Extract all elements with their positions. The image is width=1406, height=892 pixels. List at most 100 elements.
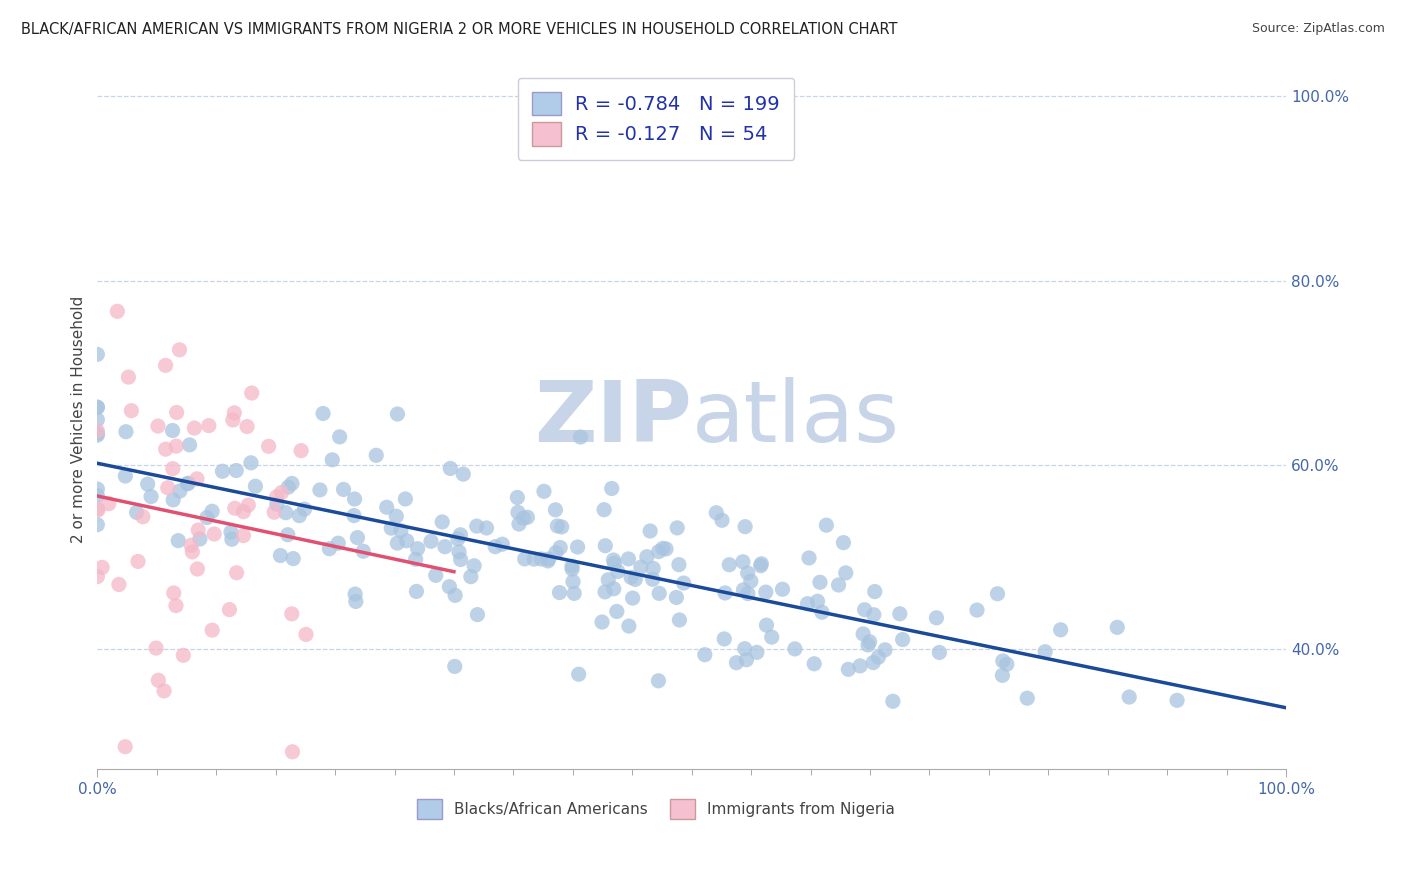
Point [86, 482, 108, 496]
Point [201, 504, 224, 518]
Point [97, 497, 120, 511]
Point [181, 545, 204, 559]
Point [165, 439, 187, 453]
Point [344, 594, 367, 608]
Point [202, 527, 225, 541]
Point [87, 503, 110, 517]
Point [530, 552, 553, 566]
Point [277, 527, 299, 541]
Point [815, 518, 838, 533]
Point [561, 562, 583, 576]
Point [630, 560, 652, 574]
Text: BLACK/AFRICAN AMERICAN VS IMMIGRANTS FROM NIGERIA 2 OR MORE VEHICLES IN HOUSEHOL: BLACK/AFRICAN AMERICAN VS IMMIGRANTS FRO… [21, 22, 897, 37]
Point [806, 594, 828, 608]
Point [344, 587, 367, 601]
Point [1049, 623, 1071, 637]
Point [827, 578, 849, 592]
Point [606, 604, 628, 618]
Point [211, 464, 233, 478]
Point [172, 648, 194, 663]
Point [506, 491, 529, 505]
Point [460, 569, 482, 583]
Point [179, 438, 201, 452]
Point [668, 558, 690, 572]
Point [387, 407, 409, 421]
Point [606, 565, 628, 579]
Point [86, 489, 108, 503]
Point [655, 541, 678, 556]
Point [651, 541, 673, 556]
Point [395, 533, 418, 548]
Point [120, 403, 142, 417]
Point [145, 641, 167, 656]
Point [343, 508, 366, 523]
Point [433, 540, 456, 554]
Point [366, 448, 388, 462]
Point [201, 623, 224, 637]
Point [693, 648, 716, 662]
Y-axis label: 2 or more Vehicles in Household: 2 or more Vehicles in Household [72, 295, 86, 542]
Point [873, 642, 896, 657]
Point [162, 461, 184, 475]
Point [740, 574, 762, 588]
Point [512, 511, 534, 525]
Point [737, 566, 759, 580]
Point [889, 607, 911, 621]
Point [394, 491, 416, 506]
Point [294, 502, 316, 516]
Point [177, 476, 200, 491]
Point [257, 439, 280, 453]
Point [153, 684, 176, 698]
Point [86, 502, 108, 516]
Point [447, 545, 470, 559]
Point [346, 531, 368, 545]
Point [86, 424, 108, 438]
Point [516, 510, 538, 524]
Point [620, 570, 643, 584]
Point [856, 638, 879, 652]
Point [617, 552, 640, 566]
Point [925, 611, 948, 625]
Point [734, 641, 756, 656]
Point [1033, 645, 1056, 659]
Point [761, 630, 783, 644]
Point [219, 524, 242, 539]
Point [863, 584, 886, 599]
Point [114, 739, 136, 754]
Point [672, 576, 695, 591]
Point [731, 555, 754, 569]
Point [166, 405, 188, 419]
Point [562, 586, 585, 600]
Point [239, 456, 262, 470]
Point [475, 521, 498, 535]
Point [288, 508, 311, 523]
Point [187, 523, 209, 537]
Point [245, 479, 267, 493]
Point [125, 505, 148, 519]
Point [188, 532, 211, 546]
Point [704, 506, 727, 520]
Point [266, 497, 288, 511]
Point [602, 553, 624, 567]
Point [295, 627, 318, 641]
Point [343, 491, 366, 506]
Point [638, 524, 661, 538]
Point [86, 426, 108, 441]
Point [425, 568, 447, 582]
Point [240, 386, 263, 401]
Point [309, 483, 332, 497]
Point [537, 554, 560, 568]
Point [155, 359, 177, 373]
Point [617, 619, 640, 633]
Point [318, 541, 340, 556]
Point [991, 654, 1014, 668]
Point [165, 599, 187, 613]
Point [148, 673, 170, 688]
Point [749, 558, 772, 573]
Point [117, 370, 139, 384]
Point [745, 645, 768, 659]
Point [406, 541, 429, 556]
Point [439, 461, 461, 475]
Point [508, 517, 530, 532]
Point [603, 582, 626, 596]
